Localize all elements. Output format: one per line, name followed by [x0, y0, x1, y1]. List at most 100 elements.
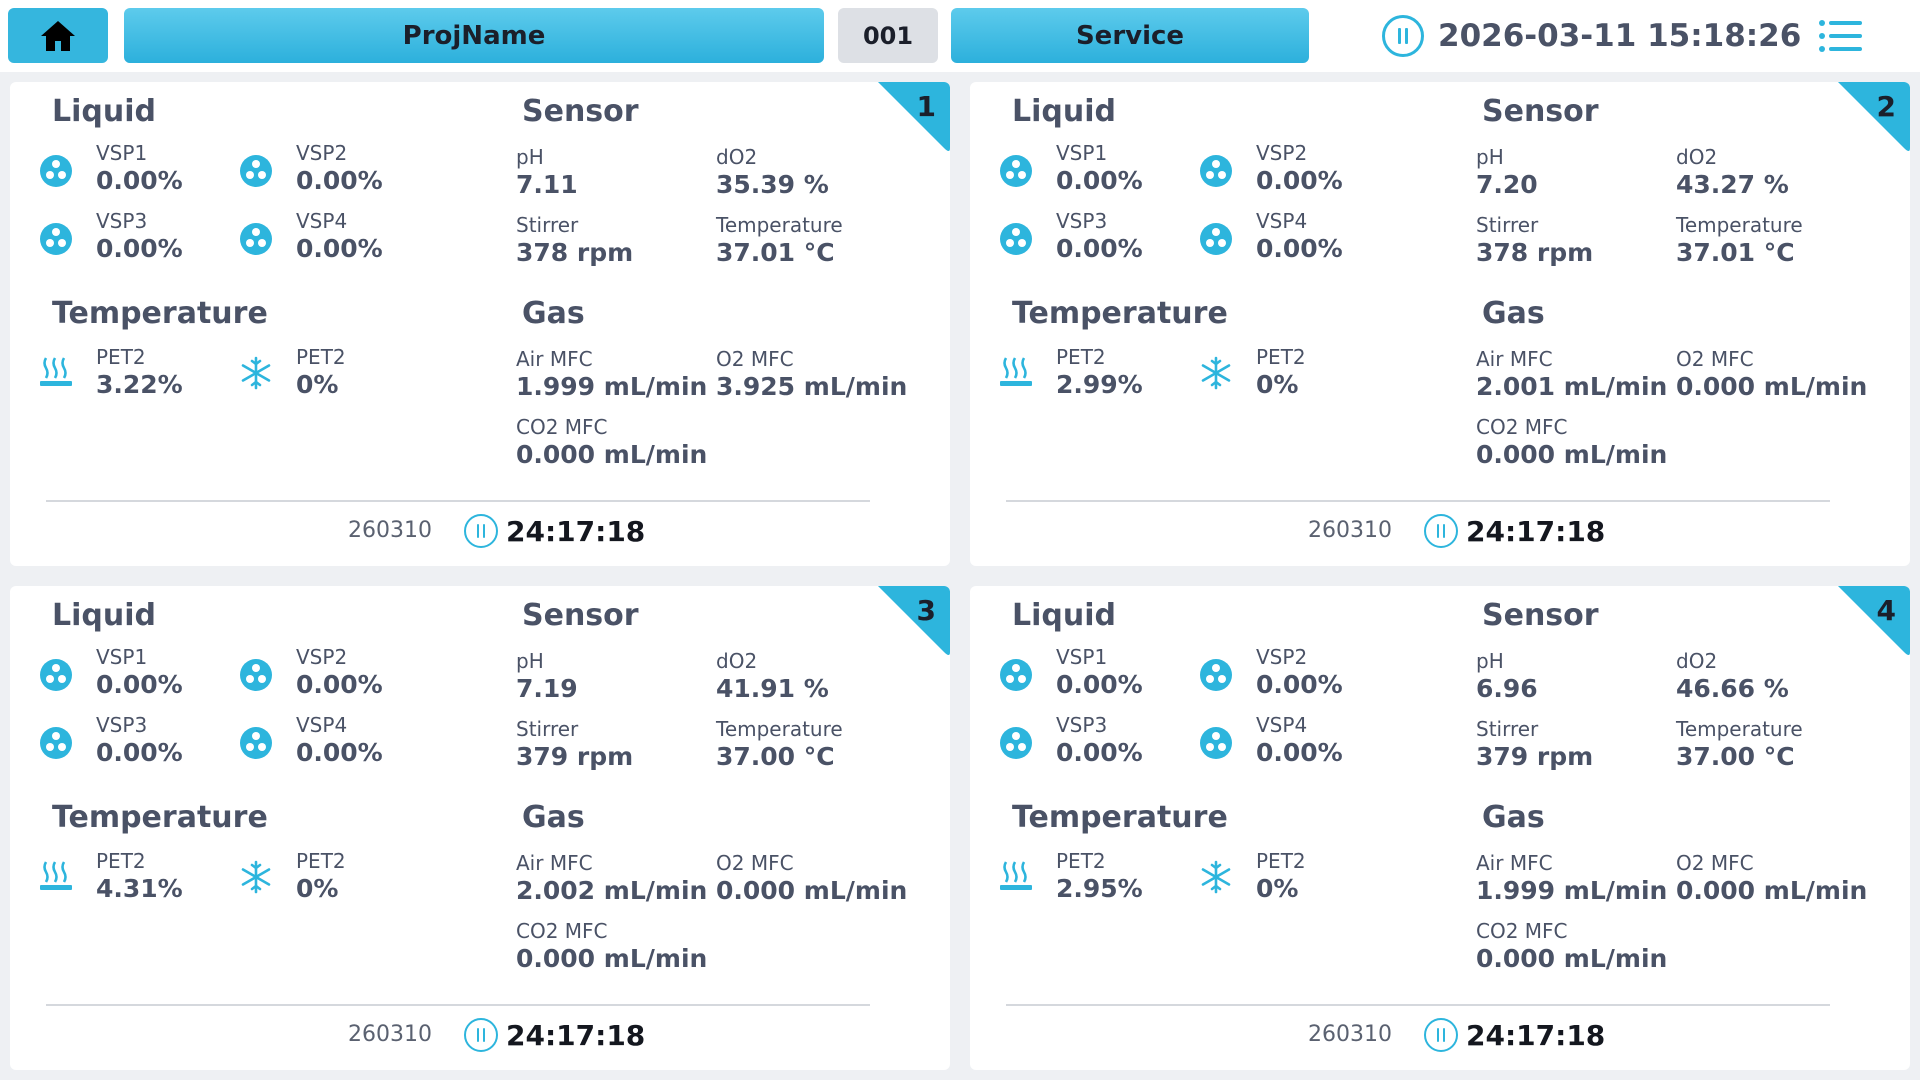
cool-pet2-label: PET2: [296, 345, 346, 369]
cool-pet2-value: 0%: [296, 370, 339, 399]
vsp4-value: 0.00%: [296, 738, 383, 767]
gas-title: Gas: [522, 296, 585, 331]
heater-icon: [40, 861, 72, 890]
sensor-temperature-label: Temperature: [716, 717, 843, 741]
pump-icon: [240, 155, 272, 187]
o2-mfc-label: O2 MFC: [716, 851, 794, 875]
stirrer-value: 379 rpm: [1476, 742, 1594, 771]
home-button[interactable]: [8, 8, 108, 63]
vsp3-value: 0.00%: [96, 738, 183, 767]
pause-circle-icon[interactable]: [464, 1018, 498, 1052]
reactor-card-4[interactable]: 4 Liquid VSP1 0.00% VSP2 0.00% VSP3 0.00…: [970, 586, 1910, 1070]
run-timer-text: 24:17:18: [1466, 1018, 1606, 1052]
stirrer-field: Stirrer 379 rpm: [516, 716, 633, 772]
sensor-temperature-field: Temperature 37.01 °C: [1676, 212, 1803, 268]
pump-icon: [40, 223, 72, 255]
air-mfc-field: Air MFC 1.999 mL/min: [1476, 850, 1667, 906]
co2-mfc-label: CO2 MFC: [516, 919, 608, 943]
liquid-title: Liquid: [1012, 598, 1116, 633]
heat-pet2-label: PET2: [96, 345, 146, 369]
batch-code: 260310: [348, 1022, 432, 1047]
vsp1-field: VSP1 0.00%: [96, 644, 183, 700]
unit-number: 4: [1876, 594, 1896, 627]
pump-icon: [1200, 223, 1232, 255]
sensor-title: Sensor: [1482, 94, 1599, 129]
pause-circle-icon[interactable]: [1424, 514, 1458, 548]
vsp3-field: VSP3 0.00%: [96, 712, 183, 768]
cool-pet2-value: 0%: [1256, 874, 1299, 903]
heat-pet2-field: PET2 2.99%: [1056, 344, 1143, 400]
ph-value: 7.19: [516, 674, 578, 703]
stirrer-field: Stirrer 378 rpm: [516, 212, 633, 268]
vsp1-value: 0.00%: [96, 166, 183, 195]
pump-icon: [40, 155, 72, 187]
reactor-card-3[interactable]: 3 Liquid VSP1 0.00% VSP2 0.00% VSP3 0.00…: [10, 586, 950, 1070]
vsp4-value: 0.00%: [1256, 738, 1343, 767]
pump-icon: [1000, 223, 1032, 255]
pause-circle-icon[interactable]: [464, 514, 498, 548]
vsp3-label: VSP3: [96, 713, 148, 737]
vsp4-label: VSP4: [296, 713, 348, 737]
menu-list-icon[interactable]: [1818, 18, 1862, 54]
vsp1-field: VSP1 0.00%: [1056, 644, 1143, 700]
vsp1-label: VSP1: [96, 645, 148, 669]
do2-field: dO2 35.39 %: [716, 144, 829, 200]
vsp3-value: 0.00%: [1056, 738, 1143, 767]
unit-number-corner: 4: [1838, 586, 1910, 658]
snowflake-icon: [1201, 860, 1231, 894]
reactor-card-2[interactable]: 2 Liquid VSP1 0.00% VSP2 0.00% VSP3 0.00…: [970, 82, 1910, 566]
heater-icon: [1000, 861, 1032, 890]
pump-icon: [1200, 727, 1232, 759]
reactor-card-1[interactable]: 1 Liquid VSP1 0.00% VSP2 0.00% VSP3 0.00…: [10, 82, 950, 566]
batch-code: 260310: [1308, 1022, 1392, 1047]
vsp3-field: VSP3 0.00%: [1056, 712, 1143, 768]
air-mfc-field: Air MFC 1.999 mL/min: [516, 346, 707, 402]
do2-label: dO2: [1676, 649, 1718, 673]
ph-label: pH: [516, 145, 544, 169]
pause-circle-icon[interactable]: [1424, 1018, 1458, 1052]
ph-field: pH 6.96: [1476, 648, 1538, 704]
vsp4-label: VSP4: [1256, 209, 1308, 233]
cool-pet2-label: PET2: [296, 849, 346, 873]
vsp1-value: 0.00%: [1056, 670, 1143, 699]
heat-pet2-value: 2.95%: [1056, 874, 1143, 903]
sensor-temperature-value: 37.00 °C: [716, 742, 835, 771]
pump-icon: [240, 223, 272, 255]
ph-value: 7.11: [516, 170, 578, 199]
vsp3-label: VSP3: [1056, 209, 1108, 233]
run-id-badge: 001: [838, 8, 938, 63]
vsp1-value: 0.00%: [96, 670, 183, 699]
air-mfc-value: 2.002 mL/min: [516, 876, 708, 905]
unit-number: 1: [916, 90, 936, 123]
do2-field: dO2 46.66 %: [1676, 648, 1789, 704]
vsp4-field: VSP4 0.00%: [296, 712, 383, 768]
sensor-temperature-value: 37.01 °C: [716, 238, 835, 267]
temperature-title: Temperature: [52, 296, 268, 331]
cool-pet2-field: PET2 0%: [296, 344, 346, 400]
stirrer-label: Stirrer: [516, 213, 579, 237]
snowflake-icon: [241, 860, 271, 894]
pump-icon: [1200, 659, 1232, 691]
vsp1-label: VSP1: [1056, 141, 1108, 165]
vsp3-value: 0.00%: [1056, 234, 1143, 263]
pump-icon: [40, 659, 72, 691]
project-name-button[interactable]: ProjName: [124, 8, 824, 63]
sensor-temperature-value: 37.01 °C: [1676, 238, 1795, 267]
do2-value: 46.66 %: [1676, 674, 1789, 703]
sensor-title: Sensor: [522, 94, 639, 129]
vsp2-value: 0.00%: [296, 166, 383, 195]
service-button[interactable]: Service: [951, 8, 1309, 63]
sensor-title: Sensor: [522, 598, 639, 633]
air-mfc-field: Air MFC 2.002 mL/min: [516, 850, 707, 906]
pump-icon: [1000, 659, 1032, 691]
run-timer: 24:17:18: [464, 514, 645, 548]
air-mfc-value: 1.999 mL/min: [516, 372, 708, 401]
temperature-title: Temperature: [1012, 800, 1228, 835]
stirrer-field: Stirrer 378 rpm: [1476, 212, 1593, 268]
vsp4-field: VSP4 0.00%: [296, 208, 383, 264]
air-mfc-label: Air MFC: [516, 851, 593, 875]
cool-pet2-label: PET2: [1256, 345, 1306, 369]
pause-circle-icon[interactable]: [1382, 15, 1424, 57]
vsp4-value: 0.00%: [1256, 234, 1343, 263]
vsp1-field: VSP1 0.00%: [96, 140, 183, 196]
